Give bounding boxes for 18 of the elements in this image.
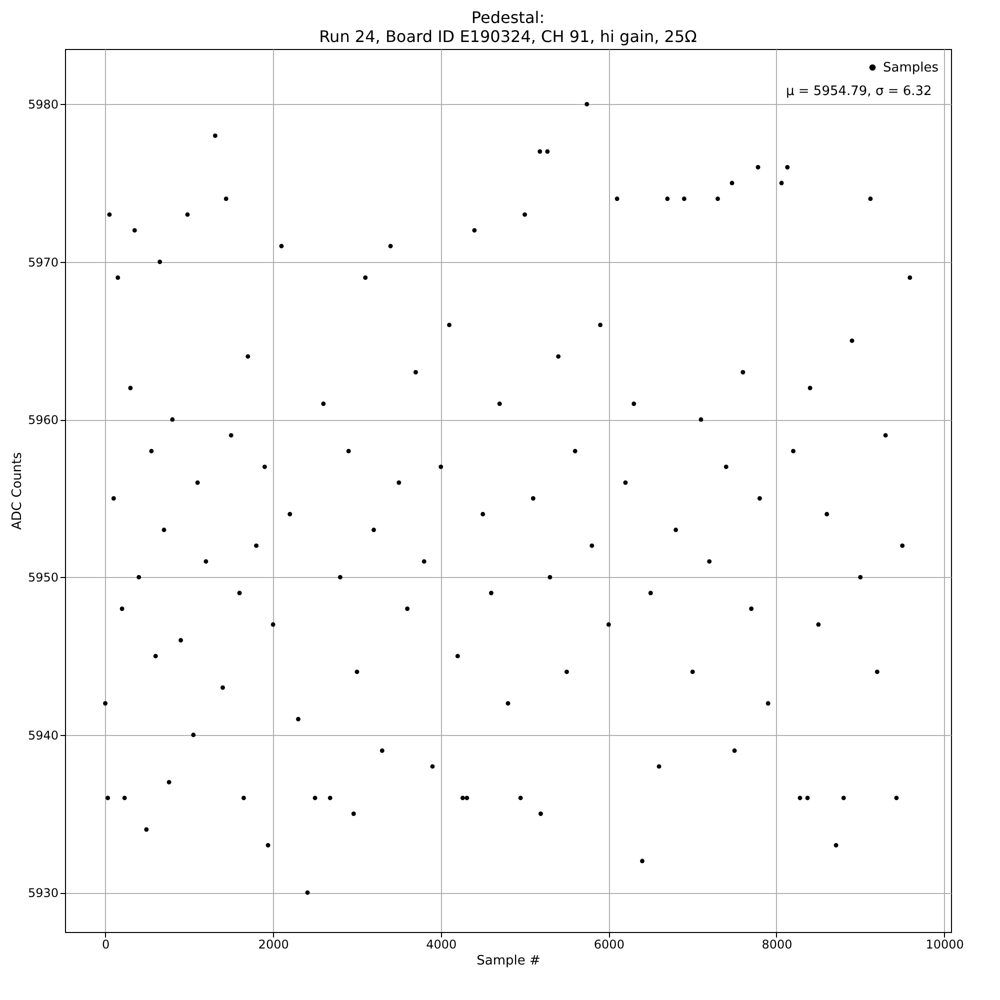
x-axis-title: Sample # xyxy=(476,954,540,968)
chart-title: Pedestal: xyxy=(471,8,545,27)
y-tick-label: 5980 xyxy=(28,98,58,112)
y-tick-label: 5960 xyxy=(28,413,58,428)
annotation: μ = 5954.79, σ = 6.32 xyxy=(786,84,932,99)
y-tick-label: 5950 xyxy=(28,570,58,585)
y-tick-label: 5930 xyxy=(28,886,58,900)
x-tick-label: 6000 xyxy=(594,938,624,952)
x-tick-label: 8000 xyxy=(762,938,792,952)
chart-subtitle: Run 24, Board ID E190324, CH 91, hi gain, 25Ω xyxy=(319,27,697,46)
x-tick-label: 4000 xyxy=(426,938,457,952)
y-axis-title: ADC Counts xyxy=(10,452,25,530)
legend-label: Samples xyxy=(883,60,939,76)
y-tick-label: 5940 xyxy=(28,728,58,742)
x-tick-label: 0 xyxy=(102,938,110,952)
y-tick-label: 5970 xyxy=(28,255,58,270)
x-tick-label: 2000 xyxy=(258,938,289,952)
x-tick-label: 10000 xyxy=(926,938,964,952)
